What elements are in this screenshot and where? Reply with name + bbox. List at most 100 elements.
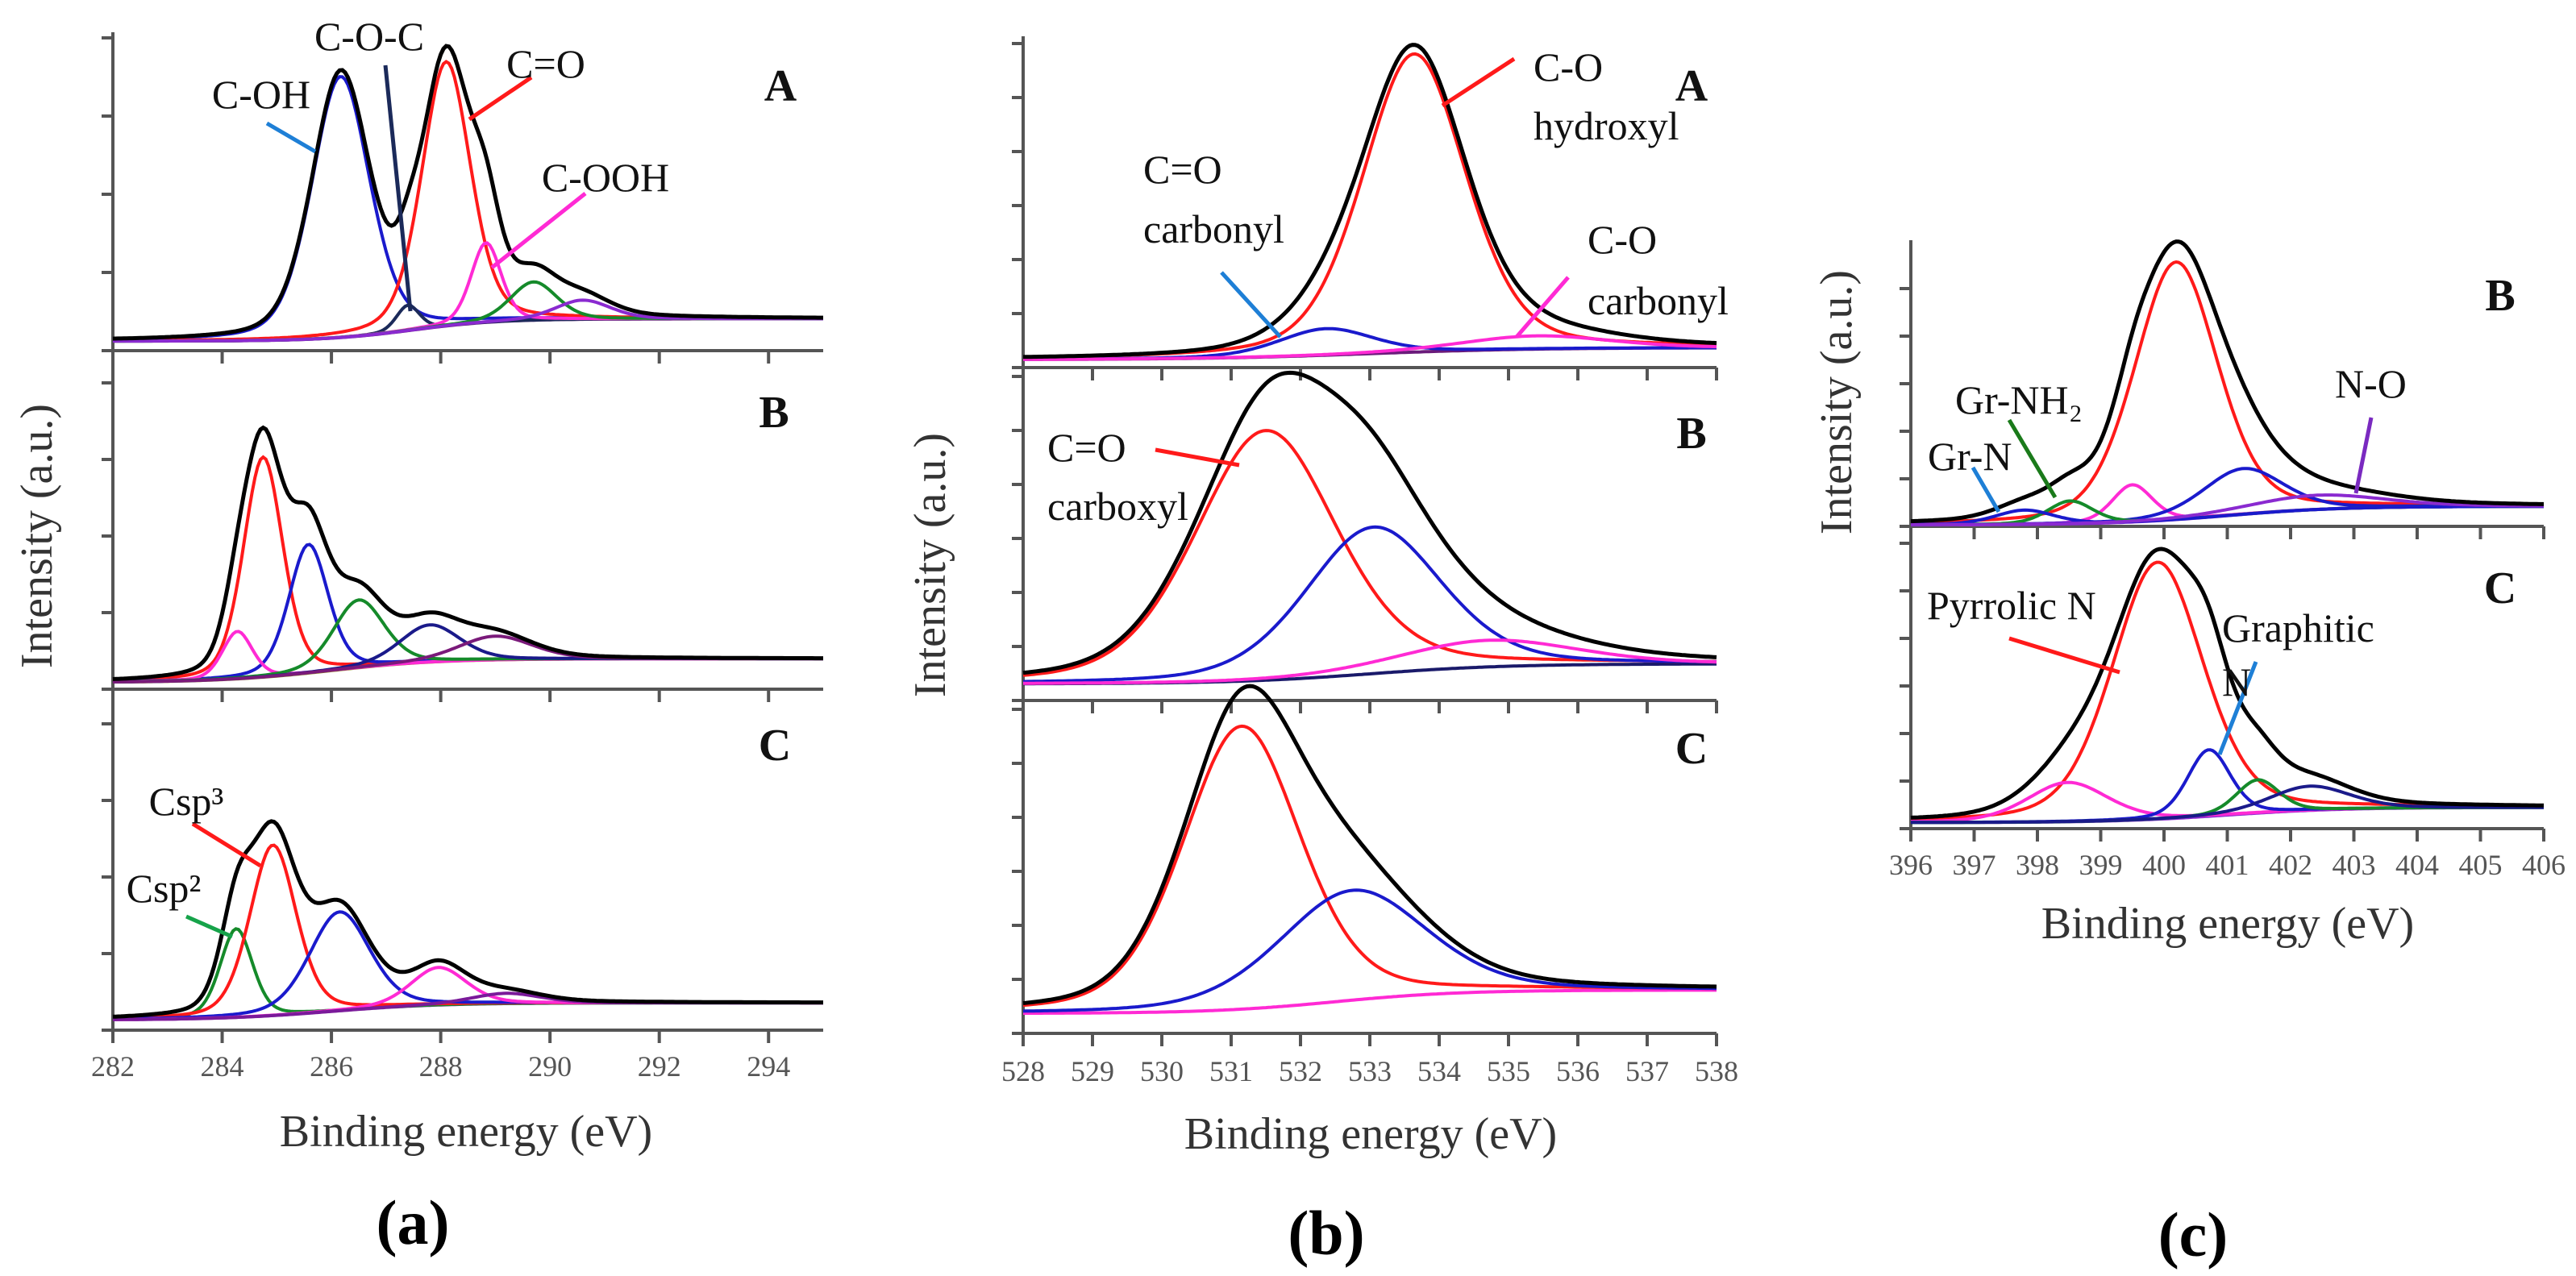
annotation-leader-line	[1155, 447, 1240, 468]
figure-caption-a: (a)	[377, 1187, 450, 1257]
o1s-chart: Intensity (a.u.) Binding energy (eV) (b)…	[905, 36, 1738, 1268]
annotation-label: Csp³	[149, 779, 224, 824]
annotation-label: Graphitic	[2222, 605, 2374, 650]
panel-letter: C	[1675, 724, 1708, 774]
envelope-curve	[1022, 684, 1717, 1005]
x-tick-label: 292	[638, 1050, 681, 1083]
annotation-label: Csp²	[127, 866, 202, 911]
panel-C: C Pyrrolic N Graphitic N	[1900, 542, 2545, 842]
panel-B: B	[102, 381, 823, 702]
annotation-label: hydroxyl	[1534, 103, 1679, 148]
y-axis-label: Intensity (a.u.)	[12, 404, 62, 668]
x-tick-label: 402	[2269, 849, 2312, 881]
annotation-label: C=O	[1047, 425, 1126, 470]
x-axis-label: Binding energy (eV)	[2041, 899, 2414, 949]
x-tick-label: 398	[2016, 849, 2059, 881]
x-axis-label: Binding energy (eV)	[1184, 1109, 1557, 1159]
component-peak-c-o-carboxyl	[1022, 429, 1717, 677]
annotation-label: C=O	[1143, 147, 1222, 192]
annotation-leader-line	[1220, 271, 1282, 339]
annotation-label: C-O	[1588, 217, 1657, 262]
annotation-label: C-OH	[212, 72, 310, 117]
component-peak	[1022, 724, 1717, 1008]
x-tick-label: 532	[1279, 1055, 1322, 1087]
annotation-label: C-O-C	[314, 14, 424, 59]
x-tick-label: 535	[1487, 1055, 1530, 1087]
annotation-label: Gr-N	[1928, 434, 2012, 479]
component-peak	[113, 598, 823, 684]
annotation-leader-line	[1441, 56, 1516, 108]
figure-caption-c: (c)	[2158, 1199, 2229, 1270]
x-tick-label: 534	[1417, 1055, 1461, 1087]
annotation-leader-line	[2008, 636, 2120, 675]
background-line	[1023, 662, 1717, 686]
annotation-label: C=O	[506, 41, 585, 86]
annotation-leader-line	[191, 821, 262, 868]
x-tick-label: 528	[1001, 1055, 1045, 1087]
annotation-leader-line	[2353, 417, 2374, 494]
annotation-label: Gr-NH₂	[1955, 377, 2083, 422]
x-tick-label: 282	[91, 1050, 135, 1083]
annotation-label: carbonyl	[1588, 278, 1729, 323]
annotation-leader-line	[490, 192, 587, 269]
panel-letter: A	[764, 61, 797, 111]
component-peak-gr-n	[1910, 505, 2544, 526]
panel-A: A C-O hydroxyl C=O carbonyl C-O carbonyl	[1012, 42, 1729, 380]
annotation-label: Pyrrolic N	[1927, 583, 2096, 628]
x-tick-label: 406	[2522, 849, 2566, 881]
background-line	[1023, 988, 1717, 1015]
panel-letter: B	[759, 388, 789, 438]
x-tick-label: 290	[528, 1050, 572, 1083]
envelope-curve	[1910, 239, 2544, 524]
annotation-leader-line	[185, 914, 234, 939]
panel-letter: A	[1675, 61, 1708, 111]
annotation-label: N	[2222, 659, 2251, 705]
x-tick-label: 533	[1348, 1055, 1392, 1087]
x-tick-label: 405	[2459, 849, 2503, 881]
x-tick-label: 536	[1556, 1055, 1600, 1087]
envelope-curve	[1023, 43, 1717, 360]
x-tick-label: 399	[2079, 849, 2123, 881]
panel-letter: C	[2484, 563, 2516, 613]
x-tick-label: 400	[2142, 849, 2186, 881]
y-axis-label: Intensity (a.u.)	[1812, 270, 1862, 534]
x-tick-label: 538	[1695, 1055, 1738, 1087]
x-tick-label: 397	[1953, 849, 1996, 881]
annotation-leader-line	[468, 75, 533, 122]
envelope-curve	[1910, 547, 2545, 820]
x-tick-label: 404	[2395, 849, 2439, 881]
panel-C: C	[1012, 684, 1718, 1046]
panel-letter: B	[2485, 271, 2515, 321]
annotation-leader-line	[1515, 276, 1570, 339]
envelope-curve	[112, 44, 823, 341]
envelope-curve	[112, 425, 823, 681]
x-tick-label: 401	[2206, 849, 2249, 881]
x-tick-label: 284	[201, 1050, 244, 1083]
component-peak	[112, 455, 823, 683]
y-axis-label: Intensity (a.u.)	[905, 433, 955, 697]
component-peak-n-o	[1911, 493, 2544, 526]
x-tick-label: 531	[1209, 1055, 1253, 1087]
component-peak-c-o-carbonyl	[1023, 334, 1717, 361]
x-tick-label: 537	[1625, 1055, 1669, 1087]
envelope-curve	[1022, 370, 1717, 675]
component-peak	[113, 298, 823, 343]
envelope-curve	[112, 819, 823, 1019]
annotation-leader-line	[2217, 661, 2258, 755]
annotation-label: carbonyl	[1143, 206, 1284, 251]
x-tick-label: 403	[2333, 849, 2376, 881]
x-tick-label: 286	[310, 1050, 353, 1083]
x-tick-label: 288	[419, 1050, 463, 1083]
c1s-chart: Intensity (a.u.) Binding energy (eV) (a)…	[12, 14, 823, 1257]
x-tick-label: 294	[747, 1050, 790, 1083]
annotation-label: N-O	[2335, 361, 2407, 406]
x-tick-label: 530	[1140, 1055, 1184, 1087]
figure-caption-b: (b)	[1288, 1198, 1364, 1268]
component-peak-c-ooh	[113, 241, 823, 343]
annotation-label: C-OOH	[542, 155, 669, 200]
annotation-label: carboxyl	[1047, 484, 1188, 529]
annotation-leader-line	[1970, 466, 2001, 513]
component-peak	[1023, 638, 1717, 685]
annotation-label: C-O	[1534, 44, 1603, 89]
